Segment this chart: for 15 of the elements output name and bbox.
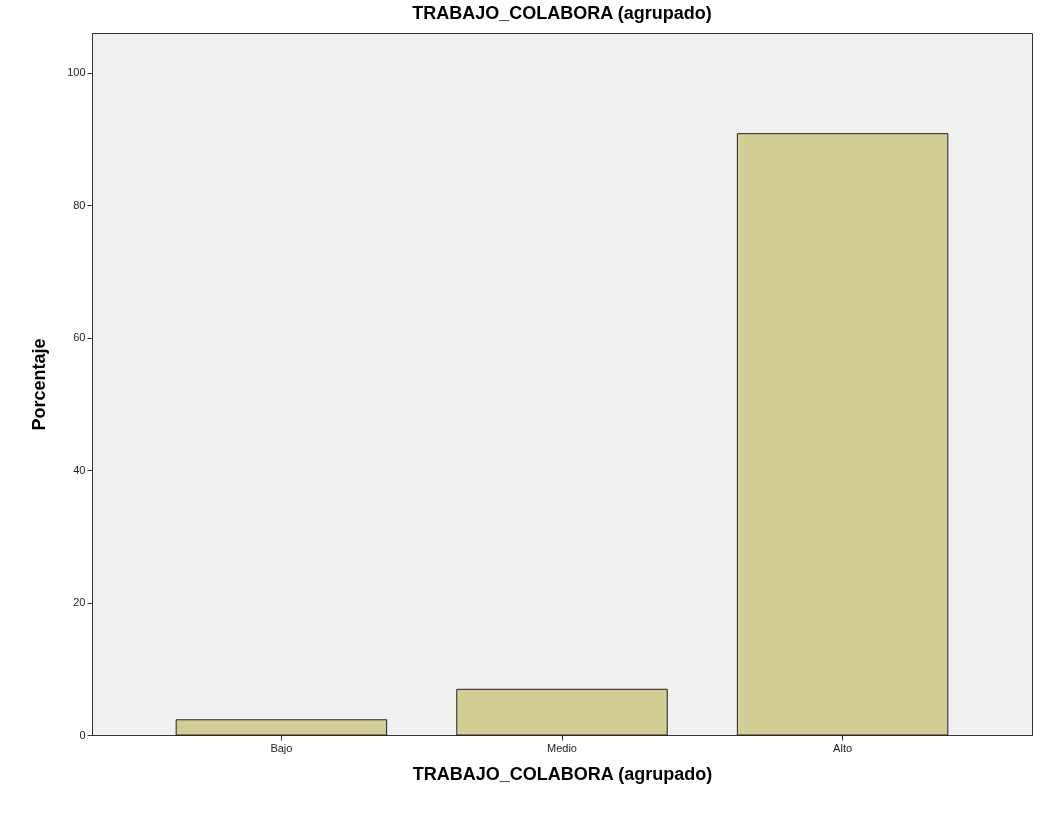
bar xyxy=(456,688,668,736)
chart-title: TRABAJO_COLABORA (agrupado) xyxy=(412,3,712,23)
y-axis-title: Porcentaje xyxy=(29,338,50,431)
y-tick-label: 80 xyxy=(73,198,86,211)
y-tick-label: 100 xyxy=(67,66,86,79)
bar xyxy=(175,719,388,736)
x-tick-label: Alto xyxy=(833,741,853,754)
bar xyxy=(736,133,949,736)
y-tick-label: 20 xyxy=(73,596,86,609)
x-axis-title: TRABAJO_COLABORA (agrupado) xyxy=(412,763,713,784)
y-tick-label: 60 xyxy=(73,331,86,344)
x-tick-label: Bajo xyxy=(270,741,293,754)
y-tick-label: 40 xyxy=(73,463,86,476)
x-tick-label: Medio xyxy=(547,741,577,754)
y-tick-label: 0 xyxy=(79,728,86,741)
